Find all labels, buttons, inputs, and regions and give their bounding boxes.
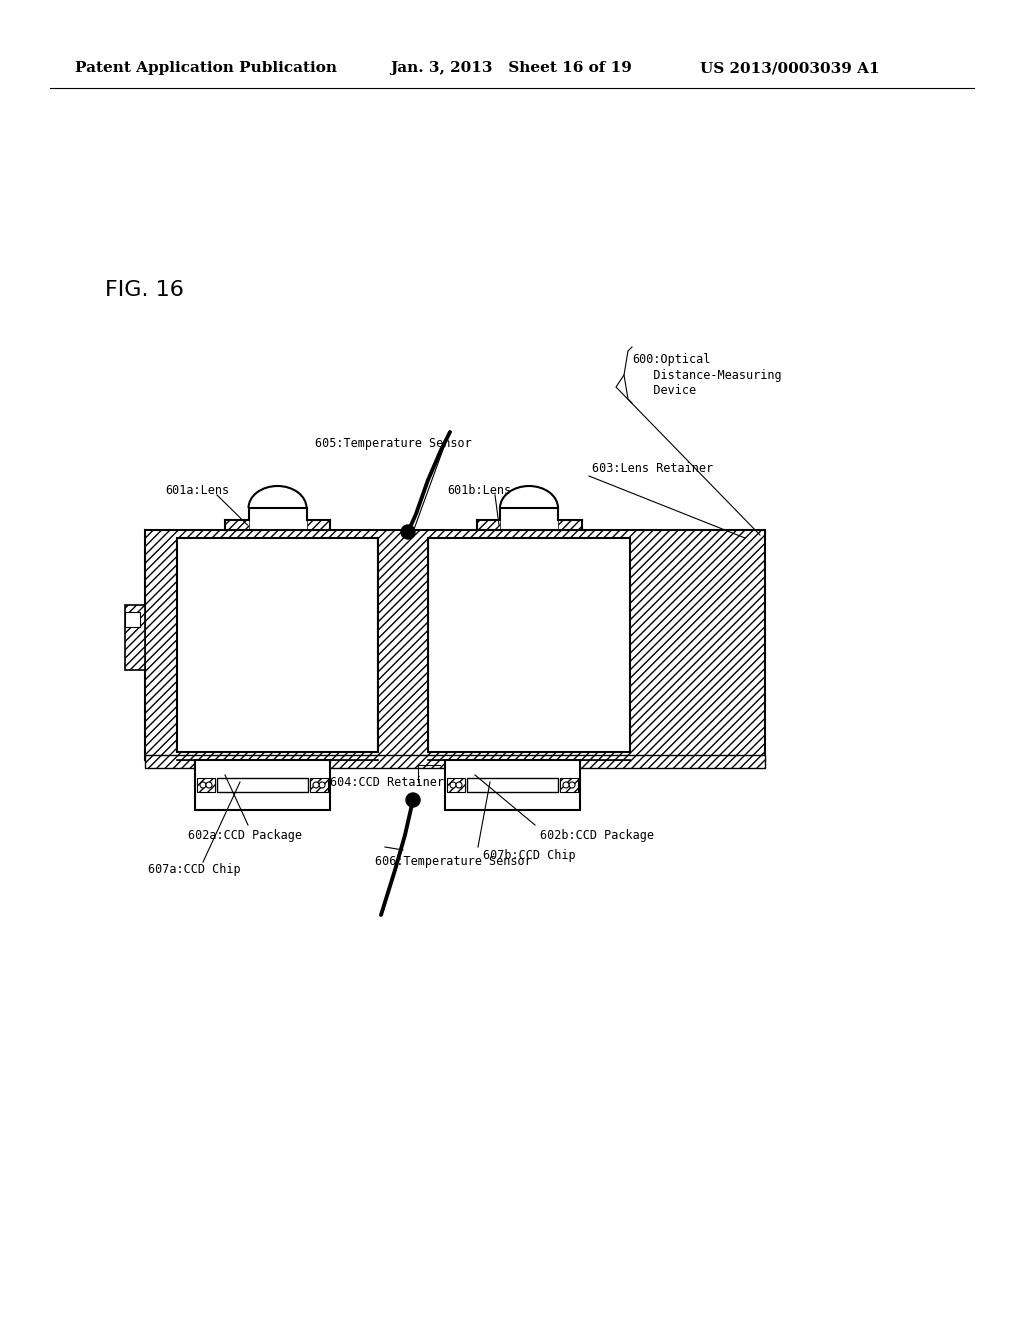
Polygon shape [570, 760, 580, 768]
Bar [177, 539, 378, 752]
Polygon shape [445, 760, 455, 768]
Bar [145, 531, 765, 760]
Bar [445, 760, 580, 810]
Text: 606:Temperature Sensor: 606:Temperature Sensor [375, 855, 531, 869]
Bar [467, 777, 558, 792]
Bar [125, 605, 145, 671]
Circle shape [450, 781, 456, 788]
Bar [225, 520, 330, 531]
Circle shape [319, 781, 325, 788]
Circle shape [563, 781, 569, 788]
Bar [125, 612, 140, 627]
Circle shape [456, 781, 462, 788]
Polygon shape [319, 760, 330, 768]
Bar [310, 777, 328, 792]
Circle shape [206, 781, 212, 788]
Circle shape [401, 525, 415, 539]
Text: 602b:CCD Package: 602b:CCD Package [540, 829, 654, 842]
Circle shape [313, 781, 319, 788]
Bar [558, 520, 582, 531]
Text: 600:Optical
   Distance-Measuring
   Device: 600:Optical Distance-Measuring Device [632, 354, 781, 396]
Bar [217, 777, 308, 792]
Text: 602a:CCD Package: 602a:CCD Package [188, 829, 302, 842]
Bar [197, 777, 215, 792]
Bar [306, 520, 330, 531]
Text: US 2013/0003039 A1: US 2013/0003039 A1 [700, 61, 880, 75]
Text: 601b:Lens: 601b:Lens [447, 483, 511, 496]
Bar [195, 760, 330, 810]
Text: 601a:Lens: 601a:Lens [165, 483, 229, 496]
Text: 607b:CCD Chip: 607b:CCD Chip [483, 849, 575, 862]
Bar [476, 520, 500, 531]
Text: 605:Temperature Sensor: 605:Temperature Sensor [315, 437, 472, 450]
Circle shape [569, 781, 575, 788]
Circle shape [406, 793, 420, 807]
Circle shape [200, 781, 206, 788]
Text: 604:CCD Retainer: 604:CCD Retainer [330, 776, 444, 788]
Text: Jan. 3, 2013   Sheet 16 of 19: Jan. 3, 2013 Sheet 16 of 19 [390, 61, 632, 75]
Bar [225, 520, 249, 531]
Polygon shape [195, 760, 205, 768]
Bar [428, 539, 630, 752]
Text: FIG. 16: FIG. 16 [105, 280, 184, 300]
Bar [447, 777, 465, 792]
Bar [560, 777, 578, 792]
Text: 603:Lens Retainer: 603:Lens Retainer [592, 462, 713, 474]
Text: 607a:CCD Chip: 607a:CCD Chip [148, 863, 241, 876]
Bar [145, 755, 765, 768]
Bar [476, 520, 582, 531]
Bar [378, 539, 428, 752]
Text: Patent Application Publication: Patent Application Publication [75, 61, 337, 75]
